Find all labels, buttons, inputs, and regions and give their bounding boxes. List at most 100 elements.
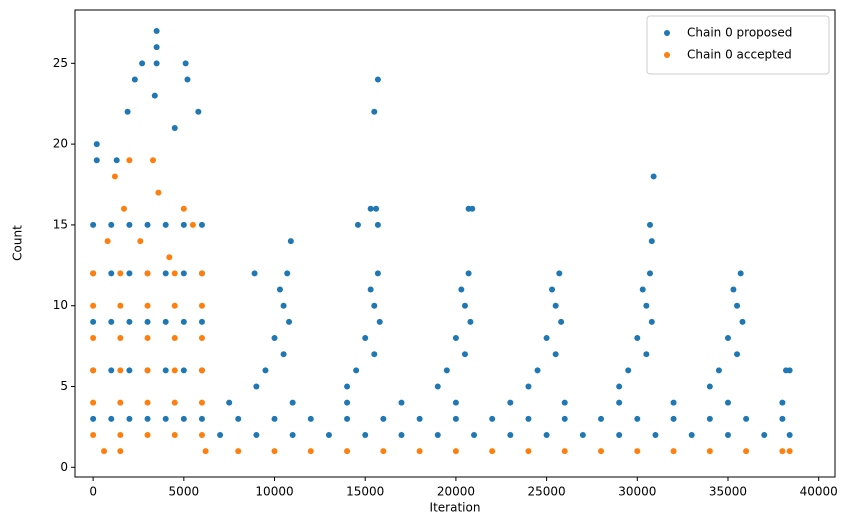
- point: [549, 286, 556, 293]
- point: [253, 431, 260, 438]
- point: [126, 157, 133, 164]
- point: [648, 238, 655, 245]
- point: [180, 221, 187, 228]
- point: [93, 157, 100, 164]
- point: [162, 221, 169, 228]
- point: [616, 431, 623, 438]
- y-tick-label: 15: [53, 217, 68, 231]
- point: [180, 415, 187, 422]
- point: [198, 318, 205, 325]
- point: [144, 335, 151, 342]
- point: [543, 431, 550, 438]
- point: [108, 318, 115, 325]
- point: [786, 431, 793, 438]
- point: [126, 318, 133, 325]
- point: [452, 448, 459, 455]
- point: [307, 448, 314, 455]
- point: [374, 270, 381, 277]
- point: [287, 238, 294, 245]
- point: [724, 399, 731, 406]
- point: [251, 270, 258, 277]
- point: [90, 270, 97, 277]
- point: [616, 399, 623, 406]
- point: [643, 351, 650, 358]
- point: [131, 76, 138, 83]
- point: [634, 415, 641, 422]
- legend: Chain 0 proposed Chain 0 accepted: [646, 15, 830, 75]
- point: [180, 318, 187, 325]
- point: [124, 108, 131, 115]
- point: [434, 431, 441, 438]
- point: [779, 448, 786, 455]
- point: [552, 351, 559, 358]
- point: [271, 415, 278, 422]
- point: [90, 367, 97, 374]
- point: [144, 415, 151, 422]
- point: [648, 318, 655, 325]
- point: [276, 286, 283, 293]
- point: [643, 302, 650, 309]
- point: [144, 431, 151, 438]
- point: [180, 367, 187, 374]
- point: [108, 367, 115, 374]
- y-axis-label: Count: [11, 225, 25, 261]
- point: [149, 157, 156, 164]
- point: [153, 44, 160, 51]
- point: [137, 238, 144, 245]
- point: [90, 399, 97, 406]
- point: [108, 221, 115, 228]
- point: [198, 399, 205, 406]
- point: [779, 415, 786, 422]
- point: [280, 302, 287, 309]
- series: [90, 157, 793, 455]
- point: [262, 367, 269, 374]
- point: [743, 415, 750, 422]
- point: [724, 431, 731, 438]
- point: [126, 221, 133, 228]
- x-tick-label: 30000: [618, 485, 656, 499]
- point: [126, 415, 133, 422]
- point: [126, 270, 133, 277]
- x-tick-label: 35000: [709, 485, 747, 499]
- legend-box: [646, 15, 830, 75]
- y-tick-label: 25: [53, 56, 68, 70]
- point: [534, 367, 541, 374]
- point: [739, 318, 746, 325]
- point: [489, 415, 496, 422]
- point: [398, 431, 405, 438]
- point: [543, 335, 550, 342]
- x-tick-label: 20000: [437, 485, 475, 499]
- point: [469, 205, 476, 212]
- point: [734, 351, 741, 358]
- x-tick-label: 0: [89, 485, 97, 499]
- point: [198, 335, 205, 342]
- point: [507, 399, 514, 406]
- point: [443, 367, 450, 374]
- point: [111, 173, 118, 180]
- point: [374, 76, 381, 83]
- point: [144, 302, 151, 309]
- point: [171, 302, 178, 309]
- point: [380, 448, 387, 455]
- point: [289, 431, 296, 438]
- point: [162, 318, 169, 325]
- point: [561, 448, 568, 455]
- point: [639, 286, 646, 293]
- point: [616, 383, 623, 390]
- point: [646, 221, 653, 228]
- point: [162, 270, 169, 277]
- point: [525, 383, 532, 390]
- point: [374, 221, 381, 228]
- point: [144, 221, 151, 228]
- point: [646, 270, 653, 277]
- point: [117, 335, 124, 342]
- point: [271, 448, 278, 455]
- point: [117, 270, 124, 277]
- point: [171, 431, 178, 438]
- point: [182, 60, 189, 67]
- point: [344, 448, 351, 455]
- point: [625, 367, 632, 374]
- point: [171, 399, 178, 406]
- point: [180, 270, 187, 277]
- point: [670, 448, 677, 455]
